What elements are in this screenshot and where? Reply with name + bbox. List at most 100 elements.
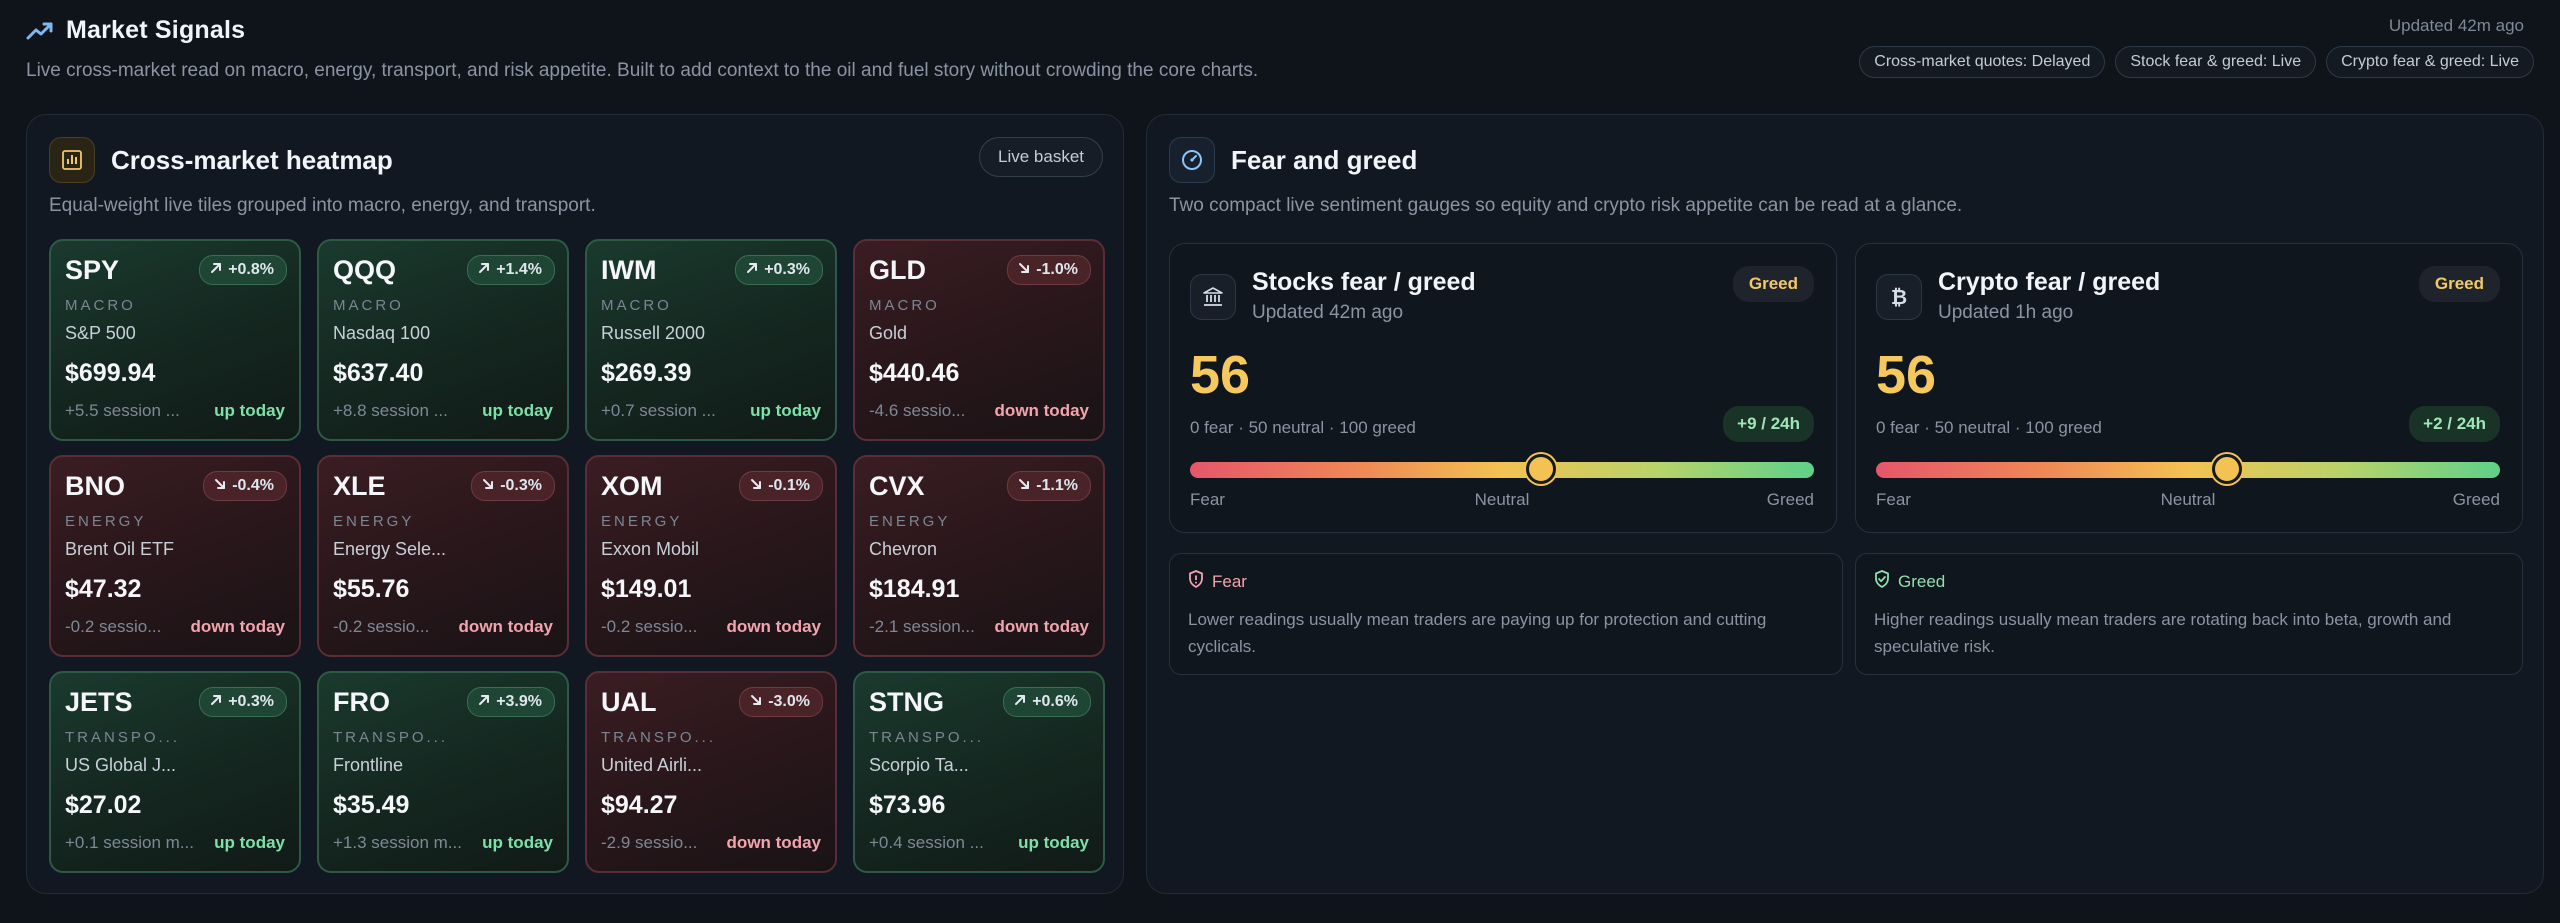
ticker-sector: MACRO bbox=[65, 297, 136, 314]
ticker-price: $27.02 bbox=[65, 791, 142, 819]
gauge-bar bbox=[1876, 462, 2500, 478]
gauge-bar bbox=[1190, 462, 1814, 478]
ticker-name: Gold bbox=[869, 323, 908, 343]
ticker-tile-stng[interactable]: STNG +0.6% TRANSPO... Scorpio Ta... $73.96 +0… bbox=[853, 671, 1105, 873]
status-badge: Crypto fear & greed: Live bbox=[2326, 46, 2534, 78]
ticker-symbol: GLD bbox=[869, 255, 926, 285]
arrow-down-right-icon bbox=[750, 693, 762, 711]
direction-label: down today bbox=[458, 617, 553, 636]
ticker-symbol: XLE bbox=[333, 471, 386, 501]
ticker-symbol: XOM bbox=[601, 471, 663, 501]
ticker-name: Frontline bbox=[333, 755, 404, 775]
trending-up-icon bbox=[26, 17, 54, 45]
ticker-price: $269.39 bbox=[601, 359, 692, 387]
shield-alert-icon bbox=[1188, 570, 1204, 593]
ticker-sector: ENERGY bbox=[601, 513, 683, 530]
gauge-icon bbox=[1169, 137, 1215, 183]
fear-greed-title: Fear and greed bbox=[1231, 144, 1418, 175]
change-value: +0.3% bbox=[228, 693, 274, 710]
change-value: +0.8% bbox=[228, 261, 274, 278]
session-change: -0.2 sessio... bbox=[65, 617, 162, 636]
fear-text: Lower readings usually mean traders are … bbox=[1188, 610, 1767, 656]
change-badge: +0.3% bbox=[735, 255, 823, 285]
change-value: -0.3% bbox=[500, 477, 542, 494]
ticker-price: $73.96 bbox=[869, 791, 946, 819]
ticker-sector: MACRO bbox=[333, 297, 404, 314]
change-value: -3.0% bbox=[768, 693, 810, 710]
gauge-delta-badge: +2 / 24h bbox=[2409, 406, 2500, 442]
change-badge: -3.0% bbox=[739, 687, 823, 717]
ticker-symbol: IWM bbox=[601, 255, 657, 285]
ticker-price: $440.46 bbox=[869, 359, 960, 387]
ticker-tile-bno[interactable]: BNO -0.4% ENERGY Brent Oil ETF $47.32 -0.2 se… bbox=[49, 455, 301, 657]
status-badge: Cross-market quotes: Delayed bbox=[1859, 46, 2106, 78]
page-subtitle: Live cross-market read on macro, energy,… bbox=[26, 60, 1259, 81]
gauge-value: 56 bbox=[1190, 345, 1251, 405]
ticker-tile-spy[interactable]: SPY +0.8% MACRO S&P 500 $699.94 +5.5 session … bbox=[49, 239, 301, 441]
ticker-sector: TRANSPO... bbox=[601, 729, 717, 746]
greed-label: Greed bbox=[1898, 571, 1946, 591]
arrow-down-right-icon bbox=[482, 477, 494, 495]
ticker-tile-fro[interactable]: FRO +3.9% TRANSPO... Frontline $35.49 +1.3 se… bbox=[317, 671, 569, 873]
ticker-symbol: CVX bbox=[869, 471, 925, 501]
arrow-down-right-icon bbox=[1018, 477, 1030, 495]
change-badge: +3.9% bbox=[467, 687, 555, 717]
session-change: -0.2 sessio... bbox=[333, 617, 430, 636]
gauge-knob bbox=[2211, 454, 2242, 484]
ticker-tile-qqq[interactable]: QQQ +1.4% MACRO Nasdaq 100 $637.40 +8.8 sessi… bbox=[317, 239, 569, 441]
arrow-up-right-icon bbox=[478, 261, 490, 279]
heatmap-title: Cross-market heatmap bbox=[111, 144, 393, 175]
session-change: +5.5 session ... bbox=[65, 401, 180, 420]
arrow-down-right-icon bbox=[1018, 261, 1030, 279]
updated-timestamp: Updated 42m ago bbox=[2388, 16, 2524, 35]
ticker-name: Chevron bbox=[869, 539, 938, 559]
session-change: -2.9 sessio... bbox=[601, 833, 698, 852]
crypto-gauge-card: ₿ Crypto fear / greed Updated 1h ago Greed 5… bbox=[1855, 243, 2523, 533]
session-change: +0.7 session ... bbox=[601, 401, 716, 420]
session-change: +0.1 session m... bbox=[65, 833, 194, 852]
gauge-title: Stocks fear / greed bbox=[1252, 268, 1476, 296]
ticker-price: $35.49 bbox=[333, 791, 410, 819]
ticker-tile-ual[interactable]: UAL -3.0% TRANSPO... United Airli... $94.27 -… bbox=[585, 671, 837, 873]
ticker-name: Scorpio Ta... bbox=[869, 755, 969, 775]
live-basket-button[interactable]: Live basket bbox=[979, 137, 1103, 177]
gauge-value: 56 bbox=[1876, 345, 1937, 405]
ticker-name: Exxon Mobil bbox=[601, 539, 700, 559]
ticker-tile-xle[interactable]: XLE -0.3% ENERGY Energy Sele... $55.76 -0.2 s… bbox=[317, 455, 569, 657]
ticker-name: Brent Oil ETF bbox=[65, 539, 175, 559]
heatmap-description: Equal-weight live tiles grouped into mac… bbox=[49, 195, 596, 216]
gauge-updated: Updated 42m ago bbox=[1252, 302, 1404, 323]
ticker-tile-jets[interactable]: JETS +0.3% TRANSPO... US Global J... $27.02 +… bbox=[49, 671, 301, 873]
ticker-symbol: SPY bbox=[65, 255, 120, 285]
ticker-symbol: UAL bbox=[601, 687, 657, 717]
ticker-symbol: QQQ bbox=[333, 255, 397, 285]
direction-label: up today bbox=[750, 401, 821, 420]
ticker-symbol: FRO bbox=[333, 687, 390, 717]
ticker-symbol: BNO bbox=[65, 471, 125, 501]
heatmap-panel: Cross-market heatmap Live basket Equal-w… bbox=[26, 114, 1124, 894]
ticker-sector: ENERGY bbox=[333, 513, 415, 530]
change-value: +0.6% bbox=[1032, 693, 1078, 710]
ticker-tile-xom[interactable]: XOM -0.1% ENERGY Exxon Mobil $149.01 -0.2 ses… bbox=[585, 455, 837, 657]
ticker-tile-gld[interactable]: GLD -1.0% MACRO Gold $440.46 -4.6 sessio... do… bbox=[853, 239, 1105, 441]
greed-text: Higher readings usually mean traders are… bbox=[1874, 610, 2452, 656]
change-badge: -0.3% bbox=[471, 471, 555, 501]
change-badge: +1.4% bbox=[467, 255, 555, 285]
ticker-sector: TRANSPO... bbox=[65, 729, 181, 746]
arrow-up-right-icon bbox=[1014, 693, 1026, 711]
ticker-tile-cvx[interactable]: CVX -1.1% ENERGY Chevron $184.91 -2.1 session… bbox=[853, 455, 1105, 657]
gauge-updated: Updated 1h ago bbox=[1938, 302, 2074, 323]
greed-info-card: Greed Higher readings usually mean trade… bbox=[1855, 553, 2523, 675]
change-badge: +0.3% bbox=[199, 687, 287, 717]
fear-greed-panel: Fear and greed Two compact live sentimen… bbox=[1146, 114, 2544, 894]
gauge-label-fear: Fear bbox=[1190, 490, 1225, 509]
session-change: -4.6 sessio... bbox=[869, 401, 966, 420]
direction-label: up today bbox=[482, 401, 553, 420]
session-change: +0.4 session ... bbox=[869, 833, 984, 852]
direction-label: down today bbox=[726, 833, 821, 852]
ticker-tile-iwm[interactable]: IWM +0.3% MACRO Russell 2000 $269.39 +0.7 ses… bbox=[585, 239, 837, 441]
gauge-status-badge: Greed bbox=[1732, 266, 1814, 302]
arrow-up-right-icon bbox=[746, 261, 758, 279]
ticker-name: Nasdaq 100 bbox=[333, 323, 431, 343]
ticker-name: Energy Sele... bbox=[333, 539, 447, 559]
